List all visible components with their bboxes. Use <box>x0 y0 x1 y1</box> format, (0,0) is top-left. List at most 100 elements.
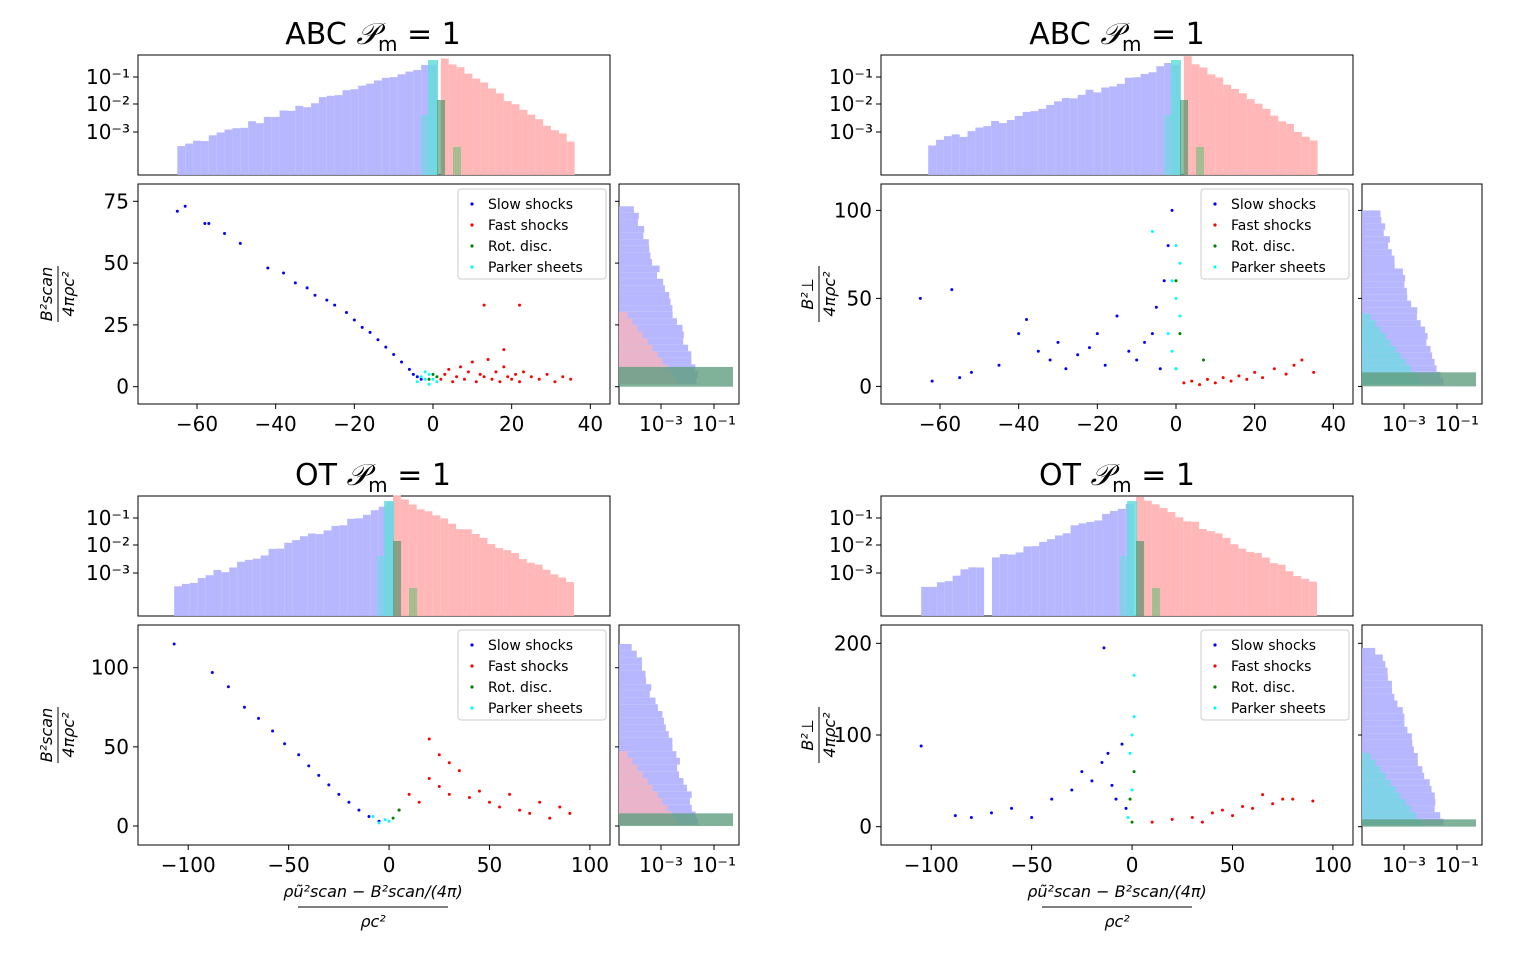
rot-disc-point <box>435 375 439 379</box>
rot-disc-top-bar <box>1152 588 1161 616</box>
legend-marker <box>1213 244 1217 248</box>
slow-shocks-top-bar <box>216 132 225 175</box>
top-histogram <box>177 58 575 175</box>
slow-shocks-side-bar <box>1362 746 1414 754</box>
fast-shocks-point <box>518 303 522 307</box>
slow-shocks-point <box>347 800 351 804</box>
slow-shocks-side-bar <box>1362 210 1381 217</box>
fast-shocks-point <box>1251 806 1255 810</box>
rot-disc-point <box>1178 332 1182 336</box>
fast-shocks-side-bar <box>619 311 628 319</box>
slow-shocks-side-bar <box>619 757 680 765</box>
legend-label: Slow shocks <box>1231 197 1316 213</box>
y-axis-label-denominator: 4πρc² <box>59 271 78 317</box>
side-histogram-x-tick-label: 10⁻³ <box>639 853 683 877</box>
slow-shocks-point <box>313 293 317 297</box>
slow-shocks-side-bar <box>1362 281 1405 288</box>
fast-shocks-point <box>443 372 447 376</box>
fast-shocks-point <box>1210 811 1214 815</box>
slow-shocks-top-bar <box>1023 546 1032 616</box>
slow-shocks-top-bar <box>1039 541 1048 616</box>
legend-label: Fast shocks <box>1231 218 1311 234</box>
fast-shocks-point <box>1245 377 1249 381</box>
side-histogram <box>1362 647 1476 827</box>
parker-sheets-side-bar <box>1362 326 1381 334</box>
slow-shocks-point <box>1030 816 1034 819</box>
fast-shocks-point <box>558 805 562 809</box>
slow-shocks-top-bar <box>1148 72 1157 175</box>
slow-shocks-point <box>325 298 329 302</box>
slow-shocks-point <box>266 266 270 270</box>
slow-shocks-point <box>392 353 396 357</box>
fast-shocks-top-bar <box>527 114 536 175</box>
y-tick-label: 100 <box>91 656 129 680</box>
slow-shocks-point <box>950 288 954 292</box>
fast-shocks-side-bar <box>619 784 653 792</box>
slow-shocks-top-bar <box>936 139 944 175</box>
side-histogram-x-tick-label: 10⁻³ <box>639 412 683 436</box>
fast-shocks-point <box>561 375 565 379</box>
slow-shocks-point <box>293 281 297 285</box>
slow-shocks-side-bar <box>619 245 650 253</box>
slow-shocks-side-bar <box>1362 255 1395 263</box>
fast-shocks-top-bar <box>400 499 409 616</box>
fast-shocks-top-bar <box>471 533 480 616</box>
slow-shocks-top-bar <box>999 123 1007 175</box>
top-histogram-y-tick-label: 10⁻³ <box>86 561 130 585</box>
slow-shocks-side-bar <box>619 305 673 312</box>
slow-shocks-side-bar <box>1362 687 1393 694</box>
slow-shocks-side-bar <box>619 272 658 279</box>
parker-sheets-side-bar <box>1362 799 1406 806</box>
fast-shocks-point <box>538 800 542 804</box>
slow-shocks-point <box>344 311 348 315</box>
slow-shocks-point <box>989 811 993 815</box>
fast-shocks-point <box>470 360 474 364</box>
panel-title: OT 𝒫m = 1 <box>1039 458 1195 497</box>
fast-shocks-top-bar <box>1246 99 1255 175</box>
slow-shocks-top-bar <box>928 145 937 175</box>
slow-shocks-point <box>958 376 962 380</box>
slow-shocks-top-bar <box>197 578 206 616</box>
slow-shocks-point <box>210 670 214 674</box>
slow-shocks-point <box>1050 797 1054 801</box>
slow-shocks-top-bar <box>276 548 285 616</box>
slow-shocks-top-bar <box>256 123 264 175</box>
slow-shocks-side-bar <box>619 206 634 213</box>
slow-shocks-side-bar <box>1362 733 1412 740</box>
fast-shocks-point <box>1312 370 1316 374</box>
slow-shocks-top-bar <box>252 558 261 616</box>
y-tick-label: 200 <box>834 631 872 655</box>
y-tick-label: 25 <box>104 313 129 337</box>
fast-shocks-point <box>1182 381 1186 385</box>
x-tick-label: −20 <box>333 412 375 436</box>
slow-shocks-top-bar <box>326 95 335 175</box>
fast-shocks-top-bar <box>558 133 567 175</box>
fast-shocks-top-bar <box>495 548 504 616</box>
slow-shocks-top-bar <box>334 95 343 175</box>
y-axis-label: B²⊥ 4πρc² <box>798 707 839 763</box>
legend-marker <box>1213 265 1217 269</box>
slow-shocks-top-bar <box>279 110 288 175</box>
fast-shocks-top-bar <box>1206 531 1215 616</box>
fast-shocks-top-bar <box>1309 581 1318 616</box>
slow-shocks-side-bar <box>1362 707 1403 714</box>
parker-sheets-side-bar <box>1362 753 1371 760</box>
slow-shocks-side-bar <box>619 744 673 752</box>
parker-sheets-point <box>1130 733 1134 737</box>
parker-sheets-point <box>1126 816 1130 819</box>
parker-sheets-side-bar <box>1362 365 1411 372</box>
fast-shocks-point <box>447 792 451 796</box>
fast-shocks-point <box>1311 799 1315 803</box>
slow-shocks-side-bar <box>619 318 677 325</box>
slow-shocks-side-bar <box>619 697 656 705</box>
fast-shocks-top-bar <box>566 582 575 616</box>
slow-shocks-top-bar <box>1102 513 1110 616</box>
rot-disc-side-bar <box>619 813 733 827</box>
top-histogram-y-tick-label: 10⁻¹ <box>86 65 130 89</box>
fast-shocks-top-bar <box>408 504 417 616</box>
slow-shocks-point <box>953 814 957 818</box>
parker-sheets-side-bar <box>1362 805 1411 813</box>
fast-shocks-point <box>553 380 557 384</box>
fast-shocks-top-bar <box>511 104 520 175</box>
slow-shocks-side-bar <box>1362 223 1386 230</box>
